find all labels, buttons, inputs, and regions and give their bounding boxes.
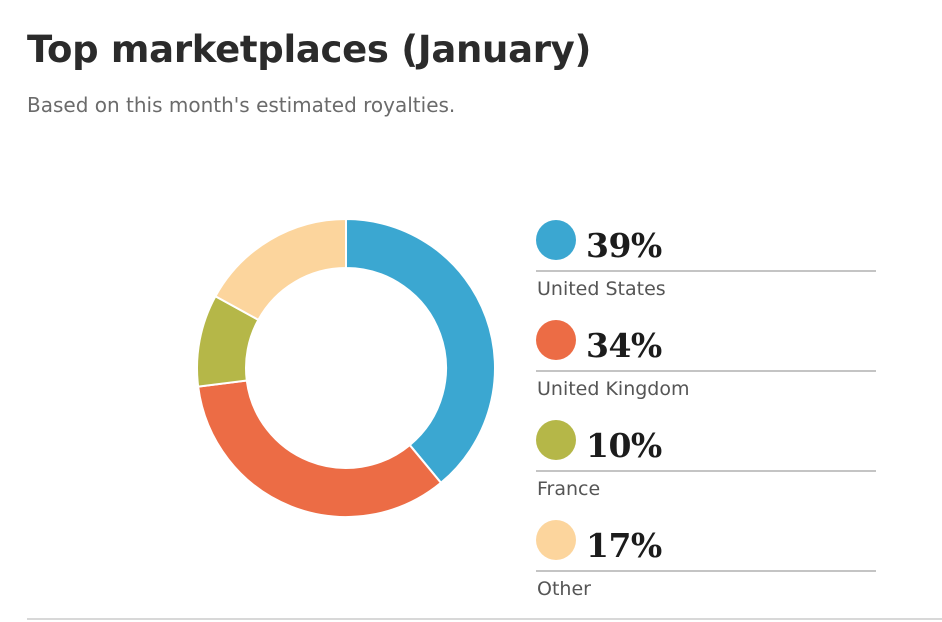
legend-label: United Kingdom	[537, 378, 690, 400]
legend-swatch	[536, 420, 576, 460]
legend-swatch	[536, 220, 576, 260]
page-title: Top marketplaces (January)	[27, 28, 592, 71]
chart-legend: 39% United States 34% United Kingdom 10%…	[536, 216, 876, 616]
legend-swatch	[536, 320, 576, 360]
legend-item-united-states: 39% United States	[536, 216, 876, 316]
legend-divider	[536, 270, 876, 272]
legend-percent: 10%	[586, 426, 662, 465]
legend-item-united-kingdom: 34% United Kingdom	[536, 316, 876, 416]
donut-slice-united-kingdom	[197, 379, 443, 518]
donut-slice-united-states	[345, 217, 496, 485]
donut-chart	[196, 217, 496, 518]
legend-percent: 17%	[586, 526, 662, 565]
legend-item-france: 10% France	[536, 416, 876, 516]
legend-item-other: 17% Other	[536, 516, 876, 616]
legend-label: United States	[537, 278, 666, 300]
legend-divider	[536, 570, 876, 572]
legend-divider	[536, 370, 876, 372]
donut-slice-other	[214, 217, 347, 322]
legend-percent: 34%	[586, 326, 662, 365]
legend-divider	[536, 470, 876, 472]
legend-label: Other	[537, 578, 591, 600]
legend-label: France	[537, 478, 601, 500]
legend-percent: 39%	[586, 226, 662, 265]
page-subtitle: Based on this month's estimated royaltie…	[27, 93, 456, 117]
bottom-divider	[27, 618, 942, 620]
legend-swatch	[536, 520, 576, 560]
